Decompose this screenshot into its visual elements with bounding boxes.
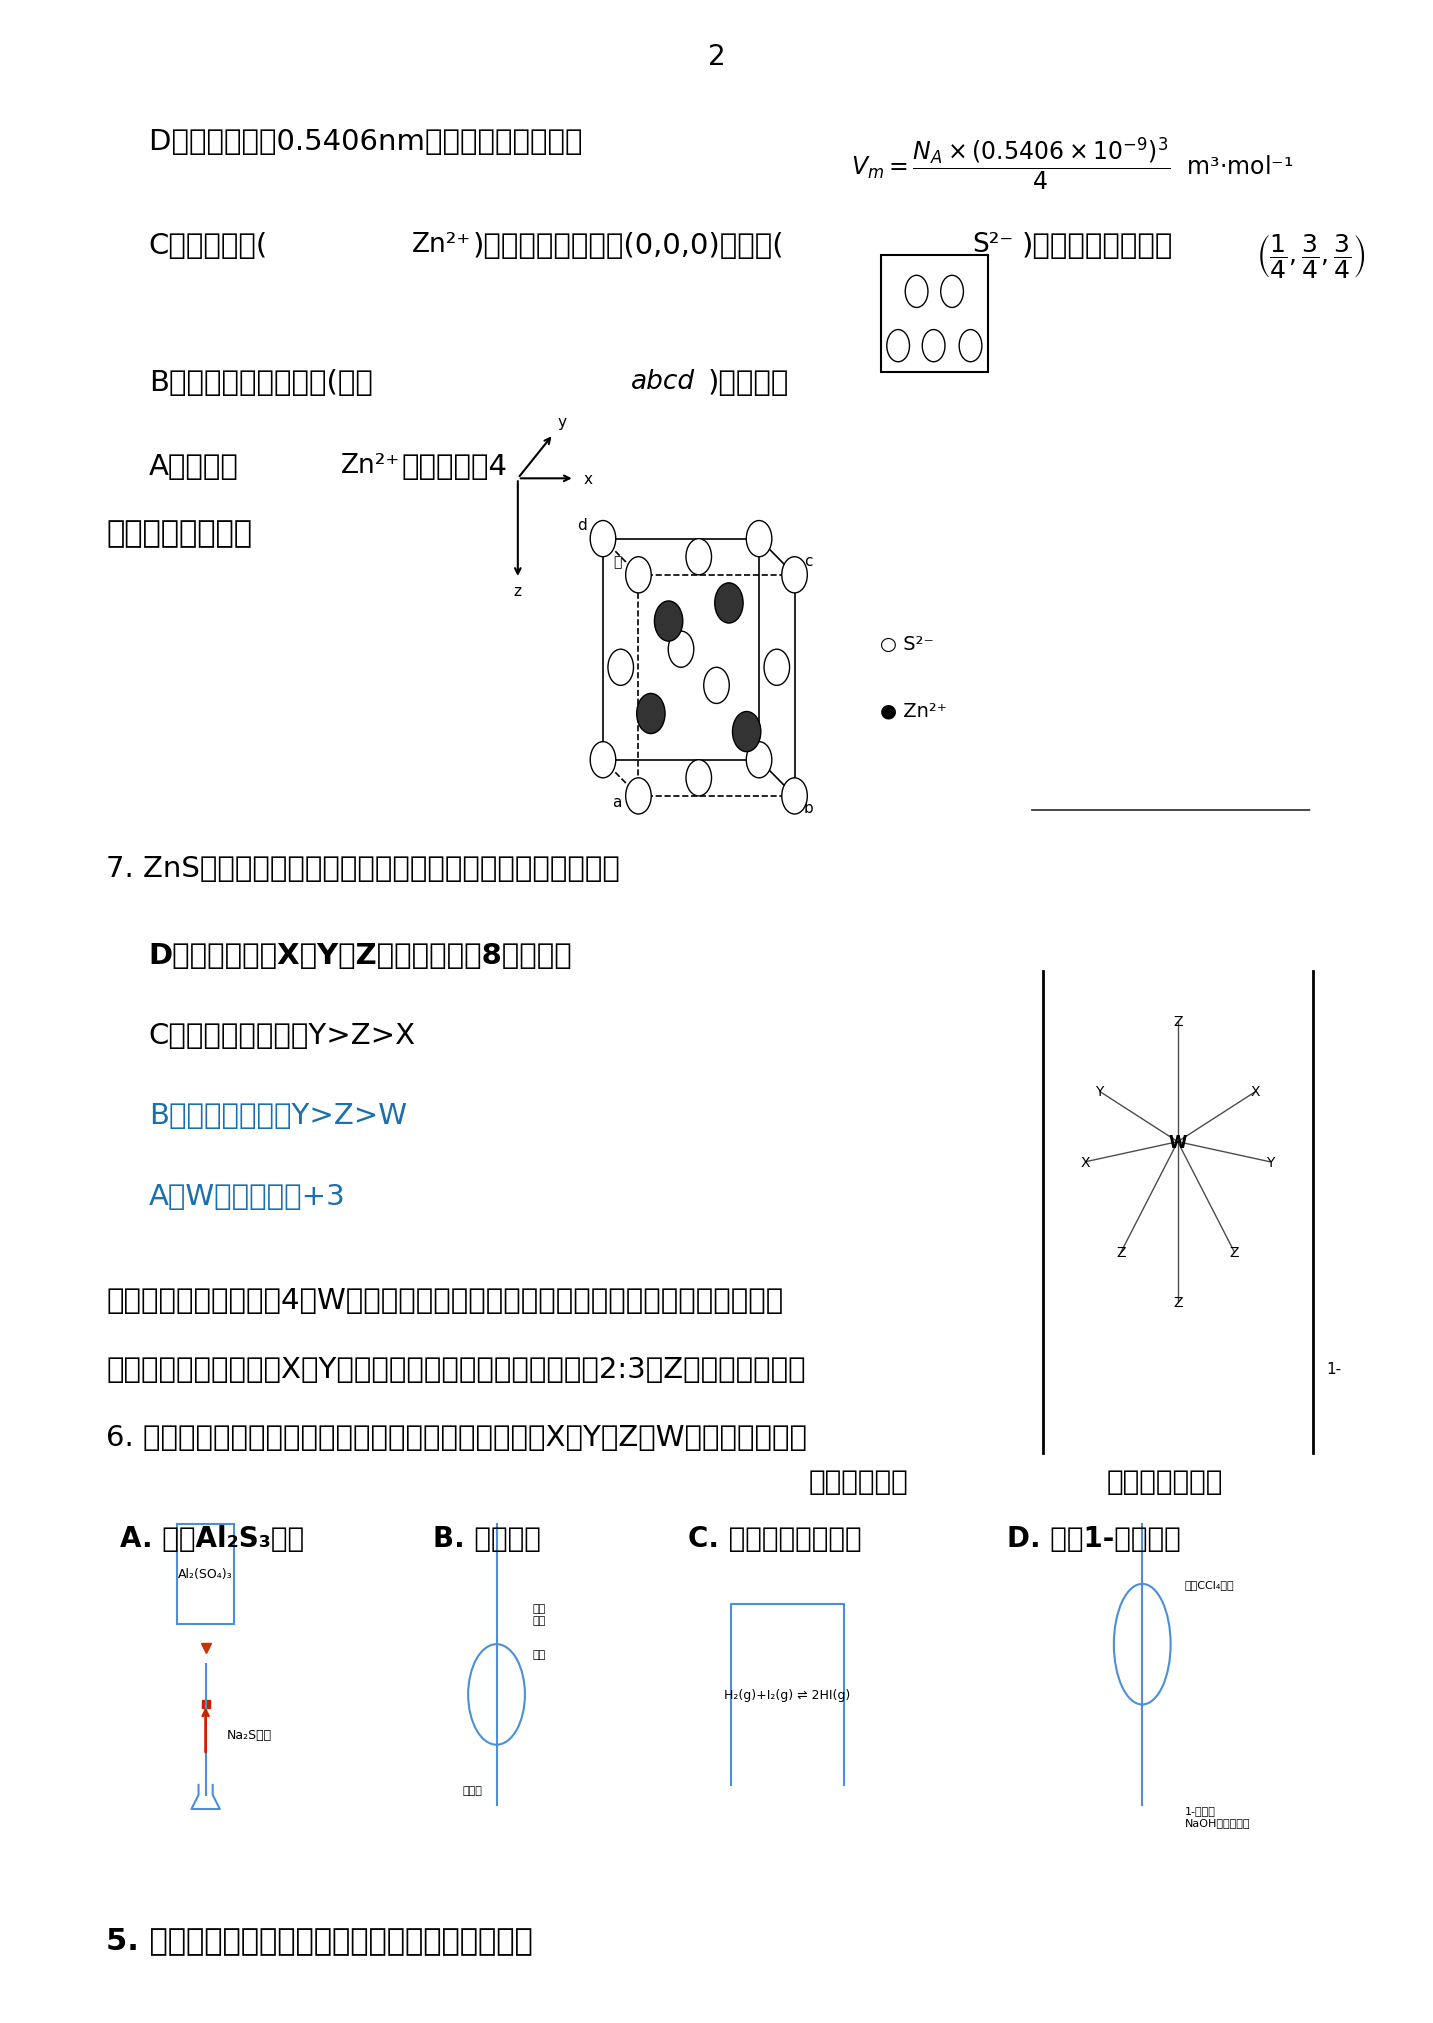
Circle shape: [959, 330, 982, 362]
Text: abcd: abcd: [632, 368, 695, 394]
Circle shape: [686, 761, 712, 797]
Circle shape: [590, 742, 616, 779]
Text: Y: Y: [1095, 1084, 1103, 1098]
Text: Z: Z: [1230, 1246, 1240, 1260]
Text: C. 该装置可探究压强: C. 该装置可探究压强: [688, 1523, 861, 1552]
Circle shape: [686, 540, 712, 575]
Text: 2: 2: [708, 42, 725, 71]
Text: B．第一电离能：Y>Z>W: B．第一电离能：Y>Z>W: [149, 1103, 407, 1131]
Text: Zn²⁺: Zn²⁺: [341, 453, 400, 479]
Text: Z: Z: [1116, 1246, 1126, 1260]
Text: 对平衡的影响: 对平衡的影响: [808, 1467, 909, 1495]
Text: 5. 为达到实验目的，下列实验设计或操作正确的是: 5. 为达到实验目的，下列实验设计或操作正确的是: [106, 1926, 533, 1954]
Text: )的原子分数坐标为(0,0,0)，则乙(: )的原子分数坐标为(0,0,0)，则乙(: [473, 233, 784, 259]
Text: 最低化合价的代数和为4，W为日常生活中应用最广泛的过渡金属。下列说法错误的是: 最低化合价的代数和为4，W为日常生活中应用最广泛的过渡金属。下列说法错误的是: [106, 1287, 784, 1315]
Text: B．垂直于晶胞对角面(平面: B．垂直于晶胞对角面(平面: [149, 368, 373, 397]
Circle shape: [887, 330, 910, 362]
Text: A. 制备Al₂S₃固体: A. 制备Al₂S₃固体: [120, 1523, 305, 1552]
Text: z: z: [514, 583, 522, 599]
Circle shape: [940, 277, 963, 307]
Text: X: X: [1080, 1155, 1091, 1169]
Text: Zn²⁺: Zn²⁺: [411, 233, 470, 259]
Text: ○ S²⁻: ○ S²⁻: [880, 635, 933, 653]
Circle shape: [668, 631, 694, 668]
Circle shape: [747, 522, 772, 558]
Text: 增加的前四周期元素，X、Y在第二周期且未成对电子数之比为2:3，Z的最高化合价与: 增加的前四周期元素，X、Y在第二周期且未成对电子数之比为2:3，Z的最高化合价与: [106, 1355, 805, 1384]
Text: $V_m = \dfrac{N_A\times(0.5406\times10^{-9})^3}{4}$  m³·mol⁻¹: $V_m = \dfrac{N_A\times(0.5406\times10^{…: [851, 136, 1294, 192]
Text: D．晶胞棱长为0.5406nm，则晶体的摩尔体积: D．晶胞棱长为0.5406nm，则晶体的摩尔体积: [149, 127, 592, 156]
Text: X: X: [1251, 1084, 1261, 1098]
Circle shape: [636, 694, 665, 734]
Text: 蒸馏水: 蒸馏水: [463, 1784, 483, 1794]
Text: c: c: [804, 554, 813, 568]
Text: D. 证明1-溴丁烷的: D. 证明1-溴丁烷的: [1007, 1523, 1181, 1552]
Circle shape: [764, 649, 790, 686]
Text: Z: Z: [1174, 1016, 1182, 1028]
Text: C．晶胞中甲(: C．晶胞中甲(: [149, 233, 268, 259]
Text: W: W: [1168, 1133, 1187, 1151]
Circle shape: [715, 583, 744, 623]
Text: 消去产物是烯烃: 消去产物是烯烃: [1106, 1467, 1224, 1495]
Circle shape: [732, 712, 761, 753]
Text: 1-溴丁烷
NaOH的乙醇溶液: 1-溴丁烷 NaOH的乙醇溶液: [1185, 1805, 1251, 1827]
Circle shape: [626, 558, 651, 593]
Circle shape: [655, 601, 682, 641]
Text: x: x: [583, 471, 592, 488]
Circle shape: [782, 558, 807, 593]
Text: A．晶胞中: A．晶胞中: [149, 453, 239, 481]
Circle shape: [923, 330, 944, 362]
Text: Z: Z: [1174, 1297, 1182, 1309]
Text: ● Zn²⁺: ● Zn²⁺: [880, 702, 947, 720]
Text: d: d: [577, 518, 586, 532]
Text: 6. 某种钾盐具有鲜艳的颜色，其阴离子结构如图所示，X、Y、Z、W为原子序数依次: 6. 某种钾盐具有鲜艳的颜色，其阴离子结构如图所示，X、Y、Z、W为原子序数依次: [106, 1424, 807, 1450]
Text: D．该阴离子中X、Y、Z均满足最外层8电子结构: D．该阴离子中X、Y、Z均满足最外层8电子结构: [149, 941, 573, 969]
Text: 1-: 1-: [1327, 1361, 1341, 1376]
Text: A．W的化合价为+3: A．W的化合价为+3: [149, 1181, 345, 1210]
Text: Y: Y: [1265, 1155, 1274, 1169]
Circle shape: [590, 522, 616, 558]
Text: C．氢化物的沸点：Y>Z>X: C．氢化物的沸点：Y>Z>X: [149, 1022, 416, 1050]
Circle shape: [704, 668, 729, 704]
Text: S²⁻: S²⁻: [972, 233, 1013, 259]
Text: 下列说法错误的是: 下列说法错误的是: [106, 520, 252, 548]
Text: B. 制备乙炔: B. 制备乙炔: [433, 1523, 540, 1552]
Text: $\left(\dfrac{1}{4},\dfrac{3}{4},\dfrac{3}{4}\right)$: $\left(\dfrac{1}{4},\dfrac{3}{4},\dfrac{…: [1255, 233, 1366, 279]
Text: H₂(g)+I₂(g) ⇌ 2HI(g): H₂(g)+I₂(g) ⇌ 2HI(g): [724, 1687, 851, 1701]
Text: y: y: [557, 415, 566, 429]
Circle shape: [782, 779, 807, 815]
Circle shape: [747, 742, 772, 779]
Text: 电石: 电石: [532, 1649, 546, 1659]
Text: 多孔
隔板: 多孔 隔板: [532, 1604, 546, 1624]
Text: b: b: [804, 801, 814, 815]
Circle shape: [906, 277, 929, 307]
Text: 溴的CCl₄溶液: 溴的CCl₄溶液: [1185, 1580, 1234, 1590]
Bar: [881, 257, 987, 372]
Text: 的配位数为4: 的配位数为4: [401, 453, 507, 481]
Circle shape: [626, 779, 651, 815]
Text: Al₂(SO₄)₃: Al₂(SO₄)₃: [178, 1568, 234, 1580]
Text: Na₂S溶液: Na₂S溶液: [226, 1728, 272, 1742]
Circle shape: [608, 649, 633, 686]
Text: )的投影为: )的投影为: [708, 368, 790, 397]
Text: 甲: 甲: [613, 554, 622, 568]
Text: a: a: [612, 795, 622, 809]
Text: 7. ZnS可用作荧光粉的基质、光导体材料。其晶胞如图所示：: 7. ZnS可用作荧光粉的基质、光导体材料。其晶胞如图所示：: [106, 856, 620, 882]
Text: )的原子分数坐标为: )的原子分数坐标为: [1022, 233, 1174, 259]
